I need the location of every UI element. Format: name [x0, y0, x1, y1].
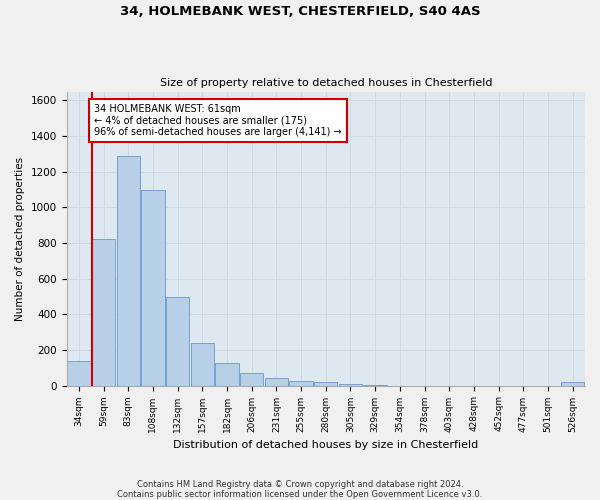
Text: 34, HOLMEBANK WEST, CHESTERFIELD, S40 4AS: 34, HOLMEBANK WEST, CHESTERFIELD, S40 4A…	[119, 5, 481, 18]
Text: Contains HM Land Registry data © Crown copyright and database right 2024.
Contai: Contains HM Land Registry data © Crown c…	[118, 480, 482, 499]
Bar	[289, 380, 313, 386]
Text: 34 HOLMEBANK WEST: 61sqm
← 4% of detached houses are smaller (175)
96% of semi-d: 34 HOLMEBANK WEST: 61sqm ← 4% of detache…	[94, 104, 342, 137]
Bar	[265, 378, 288, 386]
Bar	[92, 240, 115, 386]
Bar	[240, 374, 263, 386]
Bar	[166, 298, 190, 386]
Y-axis label: Number of detached properties: Number of detached properties	[15, 156, 25, 320]
Bar	[215, 363, 239, 386]
Bar	[141, 190, 164, 386]
Title: Size of property relative to detached houses in Chesterfield: Size of property relative to detached ho…	[160, 78, 492, 88]
Bar	[561, 382, 584, 386]
Bar	[191, 343, 214, 386]
Bar	[116, 156, 140, 386]
Bar	[314, 382, 337, 386]
Bar	[339, 384, 362, 386]
Bar	[67, 360, 91, 386]
X-axis label: Distribution of detached houses by size in Chesterfield: Distribution of detached houses by size …	[173, 440, 478, 450]
